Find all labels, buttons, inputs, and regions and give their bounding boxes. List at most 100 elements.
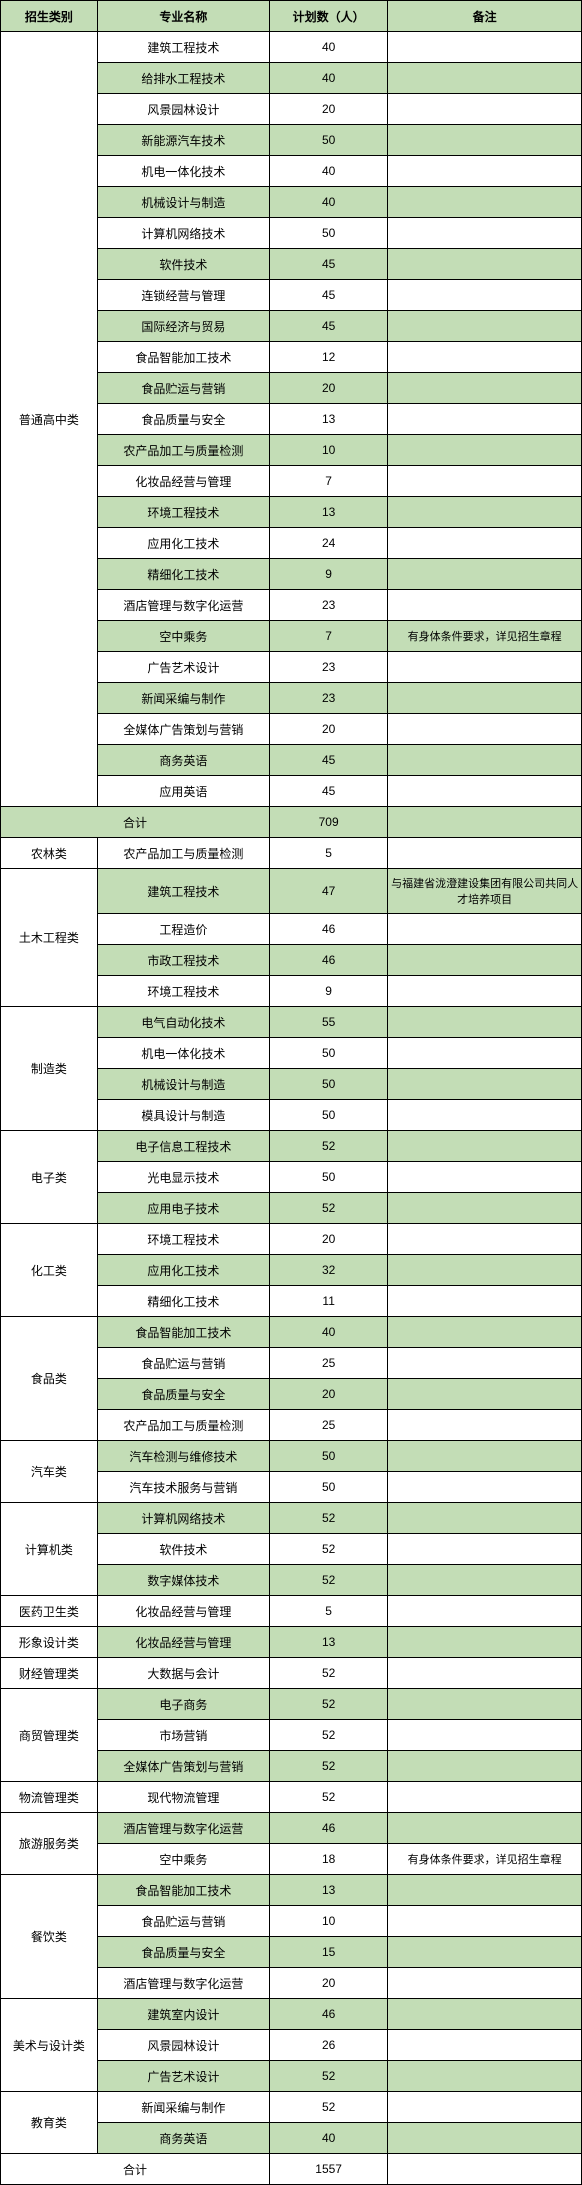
subtotal-label-cell: 合计 xyxy=(1,2154,270,2185)
major-cell: 机械设计与制造 xyxy=(97,1069,269,1100)
note-cell xyxy=(388,94,582,125)
enrollment-plan-table: 招生类别 专业名称 计划数（人） 备注 普通高中类建筑工程技术40给排水工程技术… xyxy=(0,0,582,2185)
count-cell: 20 xyxy=(269,714,387,745)
major-cell: 空中乘务 xyxy=(97,621,269,652)
count-cell: 52 xyxy=(269,2061,387,2092)
count-cell: 23 xyxy=(269,590,387,621)
major-cell: 电气自动化技术 xyxy=(97,1007,269,1038)
count-cell: 45 xyxy=(269,745,387,776)
note-cell xyxy=(388,125,582,156)
count-cell: 52 xyxy=(269,2092,387,2123)
major-cell: 化妆品经营与管理 xyxy=(97,466,269,497)
count-cell: 40 xyxy=(269,187,387,218)
note-cell xyxy=(388,1565,582,1596)
major-cell: 农产品加工与质量检测 xyxy=(97,838,269,869)
major-cell: 食品质量与安全 xyxy=(97,404,269,435)
note-cell xyxy=(388,1441,582,1472)
note-cell xyxy=(388,1596,582,1627)
table-row: 教育类新闻采编与制作52 xyxy=(1,2092,582,2123)
count-cell: 24 xyxy=(269,528,387,559)
note-cell xyxy=(388,466,582,497)
table-row: 美术与设计类建筑室内设计46 xyxy=(1,1999,582,2030)
count-cell: 52 xyxy=(269,1131,387,1162)
category-cell: 餐饮类 xyxy=(1,1875,98,1999)
table-header-row: 招生类别 专业名称 计划数（人） 备注 xyxy=(1,1,582,32)
major-cell: 应用化工技术 xyxy=(97,528,269,559)
count-cell: 26 xyxy=(269,2030,387,2061)
note-cell xyxy=(388,1379,582,1410)
major-cell: 酒店管理与数字化运营 xyxy=(97,1968,269,1999)
category-cell: 旅游服务类 xyxy=(1,1813,98,1875)
note-cell xyxy=(388,1503,582,1534)
table-row: 旅游服务类酒店管理与数字化运营46 xyxy=(1,1813,582,1844)
header-count: 计划数（人） xyxy=(269,1,387,32)
count-cell: 23 xyxy=(269,683,387,714)
count-cell: 45 xyxy=(269,776,387,807)
count-cell: 20 xyxy=(269,94,387,125)
note-cell xyxy=(388,156,582,187)
major-cell: 环境工程技术 xyxy=(97,1224,269,1255)
major-cell: 酒店管理与数字化运营 xyxy=(97,590,269,621)
note-cell xyxy=(388,435,582,466)
note-cell xyxy=(388,1720,582,1751)
note-cell xyxy=(388,1751,582,1782)
count-cell: 45 xyxy=(269,311,387,342)
note-cell xyxy=(388,590,582,621)
count-cell: 50 xyxy=(269,125,387,156)
count-cell: 50 xyxy=(269,1162,387,1193)
major-cell: 酒店管理与数字化运营 xyxy=(97,1813,269,1844)
major-cell: 机电一体化技术 xyxy=(97,1038,269,1069)
count-cell: 20 xyxy=(269,1968,387,1999)
count-cell: 52 xyxy=(269,1751,387,1782)
major-cell: 商务英语 xyxy=(97,745,269,776)
note-cell xyxy=(388,714,582,745)
count-cell: 9 xyxy=(269,559,387,590)
category-cell: 物流管理类 xyxy=(1,1782,98,1813)
major-cell: 市政工程技术 xyxy=(97,945,269,976)
note-cell xyxy=(388,2061,582,2092)
category-cell: 教育类 xyxy=(1,2092,98,2154)
major-cell: 计算机网络技术 xyxy=(97,1503,269,1534)
table-row: 农林类农产品加工与质量检测5 xyxy=(1,838,582,869)
count-cell: 40 xyxy=(269,156,387,187)
category-cell: 电子类 xyxy=(1,1131,98,1224)
major-cell: 食品智能加工技术 xyxy=(97,342,269,373)
note-cell xyxy=(388,497,582,528)
table-row: 餐饮类食品智能加工技术13 xyxy=(1,1875,582,1906)
major-cell: 全媒体广告策划与营销 xyxy=(97,714,269,745)
note-cell xyxy=(388,2030,582,2061)
count-cell: 45 xyxy=(269,280,387,311)
major-cell: 汽车检测与维修技术 xyxy=(97,1441,269,1472)
major-cell: 应用电子技术 xyxy=(97,1193,269,1224)
note-cell xyxy=(388,838,582,869)
note-cell xyxy=(388,1689,582,1720)
major-cell: 连锁经营与管理 xyxy=(97,280,269,311)
note-cell xyxy=(388,1069,582,1100)
category-cell: 汽车类 xyxy=(1,1441,98,1503)
count-cell: 32 xyxy=(269,1255,387,1286)
count-cell: 40 xyxy=(269,32,387,63)
note-cell xyxy=(388,1937,582,1968)
note-cell xyxy=(388,1193,582,1224)
subtotal-note-cell xyxy=(388,2154,582,2185)
category-cell: 计算机类 xyxy=(1,1503,98,1596)
major-cell: 食品质量与安全 xyxy=(97,1937,269,1968)
count-cell: 52 xyxy=(269,1658,387,1689)
note-cell xyxy=(388,945,582,976)
major-cell: 给排水工程技术 xyxy=(97,63,269,94)
note-cell xyxy=(388,1317,582,1348)
count-cell: 50 xyxy=(269,1441,387,1472)
note-cell xyxy=(388,342,582,373)
major-cell: 现代物流管理 xyxy=(97,1782,269,1813)
count-cell: 50 xyxy=(269,1069,387,1100)
table-row: 医药卫生类化妆品经营与管理5 xyxy=(1,1596,582,1627)
category-cell: 美术与设计类 xyxy=(1,1999,98,2092)
note-cell xyxy=(388,2123,582,2154)
category-cell: 医药卫生类 xyxy=(1,1596,98,1627)
count-cell: 46 xyxy=(269,1999,387,2030)
major-cell: 新闻采编与制作 xyxy=(97,2092,269,2123)
note-cell xyxy=(388,1658,582,1689)
major-cell: 应用英语 xyxy=(97,776,269,807)
major-cell: 农产品加工与质量检测 xyxy=(97,435,269,466)
note-cell xyxy=(388,1255,582,1286)
